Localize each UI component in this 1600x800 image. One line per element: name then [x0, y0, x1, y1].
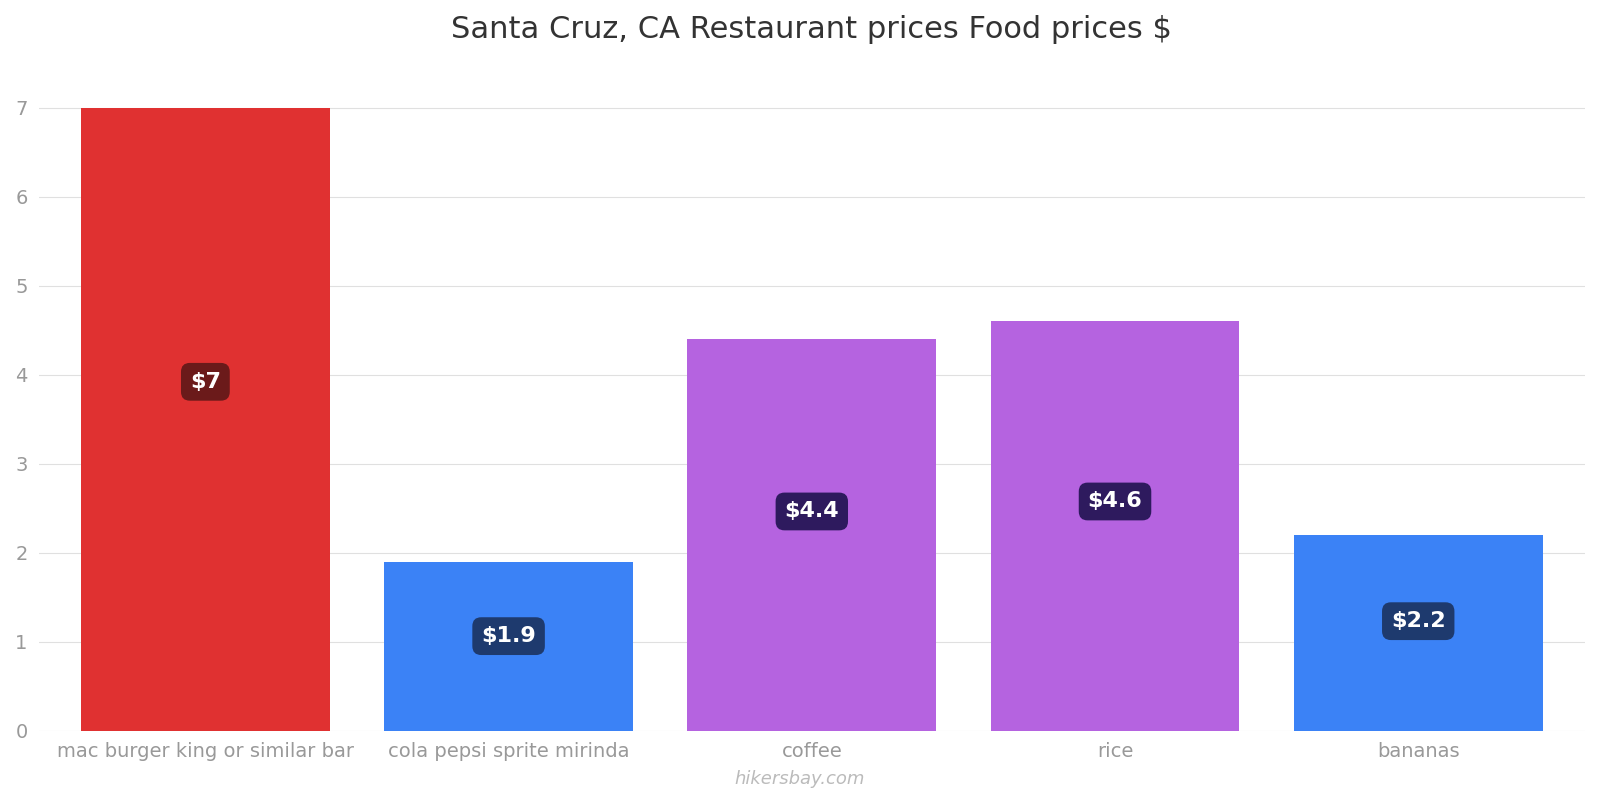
Bar [384, 562, 634, 731]
Text: $2.2: $2.2 [1390, 611, 1445, 631]
Bar [1294, 535, 1542, 731]
Title: Santa Cruz, CA Restaurant prices Food prices $: Santa Cruz, CA Restaurant prices Food pr… [451, 15, 1173, 44]
Text: $1.9: $1.9 [482, 626, 536, 646]
Bar [688, 339, 936, 731]
Bar [990, 322, 1240, 731]
Text: $4.6: $4.6 [1088, 491, 1142, 511]
Bar [82, 107, 330, 731]
Text: $7: $7 [190, 372, 221, 392]
Text: hikersbay.com: hikersbay.com [734, 770, 866, 788]
Text: $4.4: $4.4 [784, 502, 838, 522]
